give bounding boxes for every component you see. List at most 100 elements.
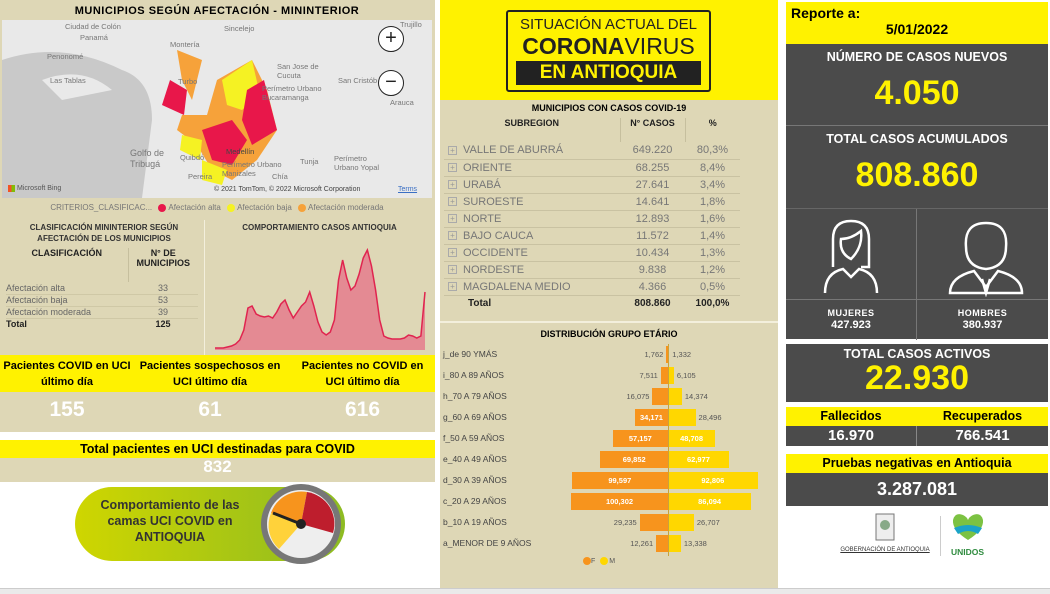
col-header: N° DE MUNICIPIOS <box>127 248 198 282</box>
map-label: Panamá <box>80 33 108 42</box>
cell: 0,5% <box>685 278 740 296</box>
legend-item[interactable]: Afectación baja <box>237 203 292 212</box>
value-label-m: 6,105 <box>676 371 696 380</box>
cell: Afectación moderada <box>6 306 128 319</box>
cell: 8,4% <box>685 159 740 177</box>
age-label: h_70 A 79 AÑOS <box>443 391 507 401</box>
expand-icon[interactable]: + <box>448 180 457 190</box>
legend-item[interactable]: Afectación moderada <box>308 203 384 212</box>
expand-icon[interactable]: + <box>448 231 457 241</box>
terms-link[interactable]: Terms <box>398 186 418 193</box>
cell: 649.220 <box>620 142 685 160</box>
col-header[interactable]: % <box>684 118 740 142</box>
unidos-logo: UNIDOS <box>945 512 990 557</box>
uci-banner-text: Comportamiento de las camas UCI COVID en… <box>100 498 240 544</box>
report-date: 5/01/2022 <box>885 21 949 37</box>
map[interactable]: Ciudad de Colón Panamá Penonomé Las Tabl… <box>2 20 432 198</box>
cell: 11.572 <box>620 227 685 245</box>
legend-item[interactable]: Afectación alta <box>168 203 221 212</box>
pyramid-axis <box>668 344 669 556</box>
new-cases-value: 4.050 <box>874 74 960 112</box>
trend-line[interactable] <box>215 247 426 349</box>
zoom-out-button[interactable]: − <box>378 70 404 96</box>
value-label-m: 28,496 <box>698 413 722 422</box>
value-label-m: 1,332 <box>672 350 692 359</box>
cell: 27.641 <box>620 176 685 194</box>
age-label: j_de 90 YMÁS <box>443 349 498 359</box>
classification-title: CLASIFICACIÓN MININTERIOR SEGÚN AFECTACI… <box>29 223 179 243</box>
total-cases-label: TOTAL CASOS ACUMULADOS <box>826 132 1008 146</box>
trend-area <box>215 250 425 350</box>
cell: 4.366 <box>620 278 685 296</box>
bar-m <box>668 514 694 531</box>
gauge-icon <box>261 484 341 564</box>
cell: + VALLE DE ABURRÁ <box>444 142 620 160</box>
zoom-in-button[interactable]: + <box>378 26 404 52</box>
bar-m <box>668 535 681 552</box>
header-logo: SITUACIÓN ACTUAL DEL CORONAVIRUS EN ANTI… <box>506 10 711 92</box>
uci-noncovid-header: Pacientes no COVID en UCI último día <box>301 360 424 388</box>
woman-icon <box>823 219 879 294</box>
table-row[interactable]: + ORIENTE 68.255 8,4% <box>444 159 740 177</box>
table-row[interactable]: + VALLE DE ABURRÁ 649.220 80,3% <box>444 142 740 160</box>
bing-text: Microsoft Bing <box>16 185 62 192</box>
table-total: Total 125 <box>6 318 198 330</box>
header-banner: SITUACIÓN ACTUAL DEL CORONAVIRUS EN ANTI… <box>440 0 778 100</box>
bar-m <box>668 493 752 510</box>
map-shapes <box>2 20 432 198</box>
table-row[interactable]: + BAJO CAUCA 11.572 1,4% <box>444 227 740 245</box>
expand-icon[interactable]: + <box>448 248 457 258</box>
table-row: Afectación moderada 39 <box>6 306 198 319</box>
cell: Afectación baja <box>6 294 128 307</box>
cell: 39 <box>128 306 198 319</box>
map-copyright: © 2021 TomTom, © 2022 Microsoft Corporat… <box>214 186 361 193</box>
table-row[interactable]: + OCCIDENTE 10.434 1,3% <box>444 244 740 262</box>
map-label: San Jose de Cucuta <box>277 62 319 80</box>
divider <box>916 426 917 446</box>
man-icon <box>948 221 1024 297</box>
uci-noncovid-value: 616 <box>344 398 381 421</box>
expand-icon[interactable]: + <box>448 145 457 155</box>
separator <box>440 321 778 323</box>
table-total: Total 808.860 100,0% <box>444 295 740 312</box>
map-label: Montería <box>170 40 200 49</box>
active-value: 22.930 <box>865 359 969 397</box>
col-header[interactable]: SUBREGION <box>504 118 559 128</box>
classification-panel: CLASIFICACIÓN MININTERIOR SEGÚN AFECTACI… <box>6 222 202 330</box>
expand-icon[interactable]: + <box>448 265 457 275</box>
scrollbar[interactable] <box>0 588 1050 594</box>
uci-beds-banner[interactable]: Comportamiento de las camas UCI COVID en… <box>75 484 345 564</box>
value-label-m: 62,977 <box>686 455 710 464</box>
age-label: c_20 A 29 AÑOS <box>443 496 507 506</box>
expand-icon[interactable]: + <box>448 197 457 207</box>
age-label: f_50 A 59 AÑOS <box>443 433 505 443</box>
coat-of-arms-icon <box>875 513 895 541</box>
table-row[interactable]: + URABÁ 27.641 3,4% <box>444 176 740 194</box>
cell: 1,2% <box>685 261 740 279</box>
cell: 808.860 <box>634 298 671 310</box>
negative-value: 3.287.081 <box>786 473 1048 506</box>
subregions-title: MUNICIPIOS CON CASOS COVID-19 <box>531 103 687 113</box>
expand-icon[interactable]: + <box>448 214 457 224</box>
cell: 80,3% <box>685 142 740 160</box>
expand-icon[interactable]: + <box>448 163 457 173</box>
cell: Total <box>6 319 27 330</box>
map-label: Ciudad de Colón <box>65 22 121 31</box>
bar-m <box>668 430 716 447</box>
legend-field: CRITERIOS_CLASIFICAC... <box>50 203 153 212</box>
bar-m <box>668 388 682 405</box>
subregion-name: OCCIDENTE <box>463 246 528 259</box>
active-cases-box: TOTAL CASOS ACTIVOS 22.930 <box>786 344 1048 402</box>
subregion-name: NORDESTE <box>463 263 525 276</box>
table-row[interactable]: + MAGDALENA MEDIO 4.366 0,5% <box>444 278 740 296</box>
legend-dot-baja <box>227 203 236 212</box>
table-row[interactable]: + NORDESTE 9.838 1,2% <box>444 261 740 279</box>
outcomes-values: 16.970 766.541 <box>786 426 1048 446</box>
table-row[interactable]: + SUROESTE 14.641 1,8% <box>444 193 740 211</box>
table-row[interactable]: + NORTE 12.893 1,6% <box>444 210 740 228</box>
trend-svg <box>215 247 426 350</box>
recovered-value: 766.541 <box>955 427 1010 444</box>
col-header-sorted[interactable]: N° CASOS <box>619 118 685 142</box>
deaths-label: Fallecidos <box>820 409 882 423</box>
expand-icon[interactable]: + <box>448 282 457 292</box>
